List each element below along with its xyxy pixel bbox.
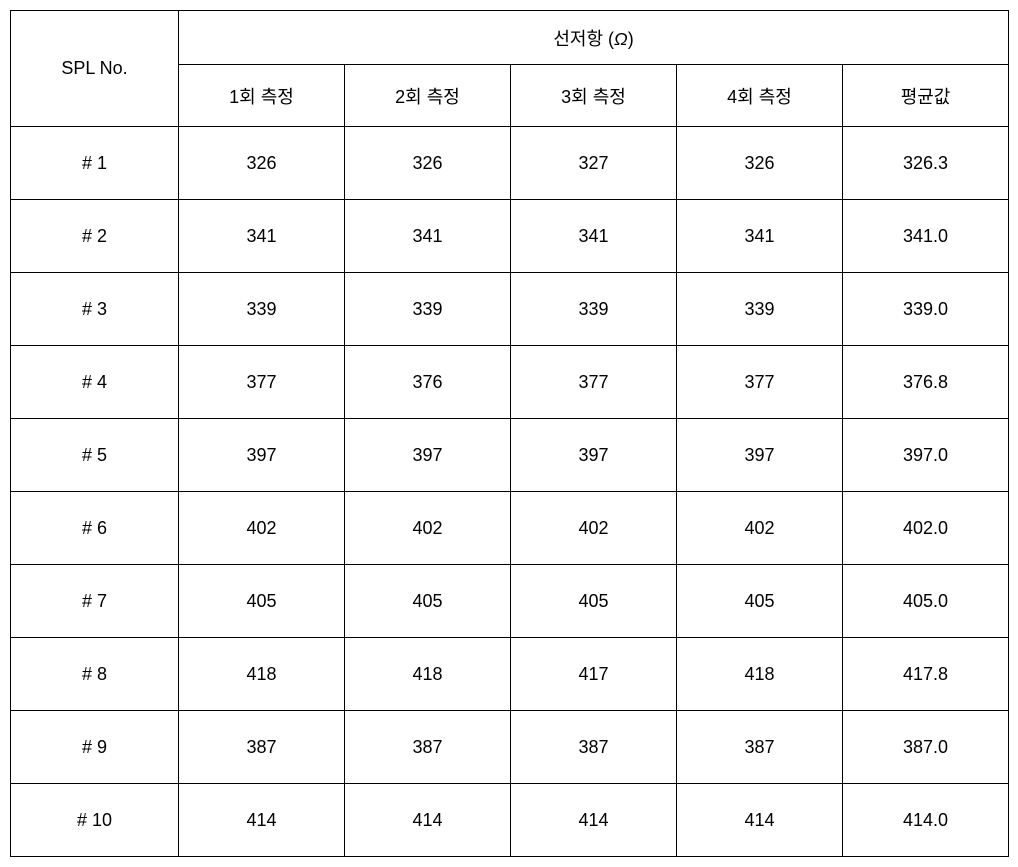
cell-m4: 414 bbox=[677, 784, 843, 857]
table-row: # 1 326 326 327 326 326.3 bbox=[11, 127, 1009, 200]
table-row: # 8 418 418 417 418 417.8 bbox=[11, 638, 1009, 711]
cell-avg: 376.8 bbox=[843, 346, 1009, 419]
table-row: # 9 387 387 387 387 387.0 bbox=[11, 711, 1009, 784]
header-col-m3: 3회 측정 bbox=[511, 65, 677, 127]
cell-m1: 405 bbox=[179, 565, 345, 638]
table-row: # 10 414 414 414 414 414.0 bbox=[11, 784, 1009, 857]
cell-m1: 377 bbox=[179, 346, 345, 419]
cell-m1: 414 bbox=[179, 784, 345, 857]
cell-m1: 402 bbox=[179, 492, 345, 565]
cell-m3: 387 bbox=[511, 711, 677, 784]
cell-m4: 402 bbox=[677, 492, 843, 565]
cell-avg: 417.8 bbox=[843, 638, 1009, 711]
header-col-m1: 1회 측정 bbox=[179, 65, 345, 127]
cell-m2: 414 bbox=[345, 784, 511, 857]
cell-m4: 418 bbox=[677, 638, 843, 711]
cell-avg: 397.0 bbox=[843, 419, 1009, 492]
cell-avg: 339.0 bbox=[843, 273, 1009, 346]
cell-label: # 9 bbox=[11, 711, 179, 784]
cell-label: # 6 bbox=[11, 492, 179, 565]
cell-m1: 341 bbox=[179, 200, 345, 273]
cell-m2: 402 bbox=[345, 492, 511, 565]
table-row: # 7 405 405 405 405 405.0 bbox=[11, 565, 1009, 638]
cell-label: # 3 bbox=[11, 273, 179, 346]
cell-m1: 397 bbox=[179, 419, 345, 492]
cell-m2: 326 bbox=[345, 127, 511, 200]
cell-m4: 341 bbox=[677, 200, 843, 273]
cell-label: # 10 bbox=[11, 784, 179, 857]
table-body: # 1 326 326 327 326 326.3 # 2 341 341 34… bbox=[11, 127, 1009, 857]
table-row: # 6 402 402 402 402 402.0 bbox=[11, 492, 1009, 565]
cell-m4: 326 bbox=[677, 127, 843, 200]
cell-label: # 1 bbox=[11, 127, 179, 200]
cell-avg: 326.3 bbox=[843, 127, 1009, 200]
cell-m3: 405 bbox=[511, 565, 677, 638]
cell-m2: 397 bbox=[345, 419, 511, 492]
cell-m1: 387 bbox=[179, 711, 345, 784]
cell-avg: 341.0 bbox=[843, 200, 1009, 273]
resistance-measurement-table: SPL No. 선저항 (Ω) 1회 측정 2회 측정 3회 측정 4회 측정 … bbox=[10, 10, 1009, 857]
cell-m2: 405 bbox=[345, 565, 511, 638]
header-col-m4: 4회 측정 bbox=[677, 65, 843, 127]
cell-avg: 414.0 bbox=[843, 784, 1009, 857]
cell-m3: 327 bbox=[511, 127, 677, 200]
cell-label: # 5 bbox=[11, 419, 179, 492]
cell-m2: 339 bbox=[345, 273, 511, 346]
header-col-avg: 평균값 bbox=[843, 65, 1009, 127]
cell-label: # 2 bbox=[11, 200, 179, 273]
cell-m3: 339 bbox=[511, 273, 677, 346]
header-group-resistance: 선저항 (Ω) bbox=[179, 11, 1009, 65]
cell-avg: 405.0 bbox=[843, 565, 1009, 638]
table-row: # 3 339 339 339 339 339.0 bbox=[11, 273, 1009, 346]
cell-m1: 326 bbox=[179, 127, 345, 200]
cell-m2: 418 bbox=[345, 638, 511, 711]
cell-m1: 418 bbox=[179, 638, 345, 711]
cell-label: # 4 bbox=[11, 346, 179, 419]
cell-m4: 339 bbox=[677, 273, 843, 346]
table-row: # 2 341 341 341 341 341.0 bbox=[11, 200, 1009, 273]
cell-avg: 402.0 bbox=[843, 492, 1009, 565]
cell-m1: 339 bbox=[179, 273, 345, 346]
cell-label: # 8 bbox=[11, 638, 179, 711]
cell-m4: 397 bbox=[677, 419, 843, 492]
cell-m4: 405 bbox=[677, 565, 843, 638]
table-row: # 5 397 397 397 397 397.0 bbox=[11, 419, 1009, 492]
cell-avg: 387.0 bbox=[843, 711, 1009, 784]
cell-m2: 376 bbox=[345, 346, 511, 419]
cell-m2: 387 bbox=[345, 711, 511, 784]
omega-symbol: Ω bbox=[614, 29, 628, 49]
header-group-prefix: 선저항 ( bbox=[553, 29, 614, 49]
cell-m3: 417 bbox=[511, 638, 677, 711]
cell-m3: 402 bbox=[511, 492, 677, 565]
cell-m3: 341 bbox=[511, 200, 677, 273]
cell-label: # 7 bbox=[11, 565, 179, 638]
cell-m2: 341 bbox=[345, 200, 511, 273]
header-col-m2: 2회 측정 bbox=[345, 65, 511, 127]
cell-m3: 377 bbox=[511, 346, 677, 419]
header-spl-no: SPL No. bbox=[11, 11, 179, 127]
cell-m3: 397 bbox=[511, 419, 677, 492]
cell-m4: 377 bbox=[677, 346, 843, 419]
table-row: # 4 377 376 377 377 376.8 bbox=[11, 346, 1009, 419]
cell-m3: 414 bbox=[511, 784, 677, 857]
header-group-suffix: ) bbox=[628, 29, 634, 49]
cell-m4: 387 bbox=[677, 711, 843, 784]
